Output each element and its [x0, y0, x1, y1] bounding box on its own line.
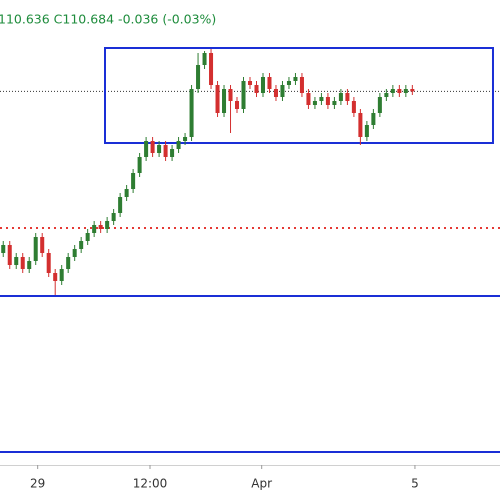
candle-body [163, 145, 168, 157]
candle-body [358, 113, 363, 137]
candle-body [118, 197, 123, 213]
candle-body [46, 253, 51, 273]
candle-body [241, 81, 246, 109]
candle-body [319, 97, 324, 101]
candle-body [124, 189, 129, 197]
candle-body [228, 89, 233, 101]
candle-body [85, 233, 90, 241]
candle-body [196, 65, 201, 89]
candle-body [209, 53, 214, 85]
candle-body [150, 141, 155, 153]
candle-body [267, 77, 272, 89]
candle-body [170, 149, 175, 157]
candle-body [364, 125, 369, 137]
range-box [104, 47, 494, 144]
candle-body [176, 141, 181, 149]
candle-body [137, 157, 142, 173]
candle-body [247, 81, 253, 85]
candle-body [273, 89, 278, 97]
candle-body [325, 97, 330, 105]
candle-body [183, 137, 188, 141]
x-tick-label: 29 [30, 477, 45, 491]
candle-body [53, 273, 58, 281]
candle-body [280, 85, 285, 97]
candle-body [235, 101, 240, 109]
candle-body [79, 241, 84, 249]
x-tick-label: 12:00 [133, 477, 168, 491]
candle-body [144, 141, 149, 157]
candle-body [293, 77, 298, 81]
candle-body [98, 225, 103, 229]
candle-body [390, 89, 395, 93]
candle-body [306, 93, 311, 105]
candle-body [14, 257, 19, 265]
candle-body [254, 85, 259, 93]
candle-body [403, 89, 408, 93]
candle-body [222, 89, 227, 113]
candle-body [189, 89, 194, 137]
candle-body [72, 249, 77, 257]
candle-body [20, 257, 25, 269]
candle-body [33, 237, 38, 261]
candle-body [105, 221, 110, 229]
candle-body [215, 85, 220, 113]
candle-body [299, 77, 304, 93]
candle-body [131, 173, 136, 189]
candle-body [59, 269, 64, 281]
candle-body [40, 237, 45, 253]
candle-body [111, 213, 116, 221]
ohlc-legend: 110.636 C110.684 -0.036 (-0.03%) [0, 12, 216, 27]
candle-body [371, 113, 376, 125]
candle-body [345, 93, 350, 101]
candle-body [7, 245, 12, 265]
x-tick-label: Apr [251, 477, 272, 491]
candle-body [377, 97, 382, 113]
candle-body [332, 101, 337, 105]
candle-body [260, 77, 265, 93]
x-tick-label: 5 [411, 477, 419, 491]
candle-body [397, 89, 402, 93]
candle-body [312, 101, 317, 105]
candle-body [351, 101, 356, 113]
candle-body [66, 257, 71, 269]
candle-body [384, 93, 389, 97]
candle-body [27, 261, 32, 269]
candle-body [157, 145, 162, 153]
candle-body [338, 93, 343, 101]
candle-body [1, 245, 6, 253]
candle-body [202, 53, 207, 65]
candle-body [92, 225, 97, 233]
candle-body [286, 81, 291, 85]
candle-body [410, 89, 415, 92]
